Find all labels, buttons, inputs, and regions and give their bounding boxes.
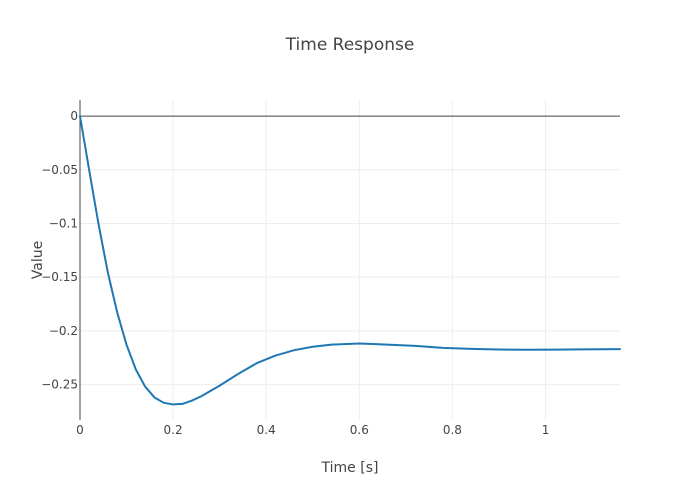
x-tick-label: 0.6	[350, 423, 369, 437]
y-axis-title: Value	[30, 241, 46, 279]
x-tick-label: 0.8	[443, 423, 462, 437]
x-tick-label: 0.4	[257, 423, 276, 437]
y-tick-label: −0.15	[41, 270, 78, 284]
x-tick-label: 1	[542, 423, 550, 437]
tick-labels: 0 0.2 0.4 0.6 0.8 1 0 −0.05 −0.1 −0.15 −0.2 −0.25	[41, 109, 549, 437]
y-tick-label: 0	[70, 109, 78, 123]
y-tick-label: −0.1	[49, 216, 78, 230]
chart-title: Time Response	[285, 35, 415, 55]
y-tick-label: −0.25	[41, 378, 78, 392]
x-tick-label: 0	[76, 423, 84, 437]
y-tick-label: −0.2	[49, 324, 78, 338]
axes	[79, 100, 620, 420]
gridlines	[80, 100, 620, 420]
x-axis-title: Time [s]	[321, 460, 379, 476]
x-tick-label: 0.2	[164, 423, 183, 437]
series-line	[79, 115, 621, 406]
series-layer	[79, 115, 621, 406]
y-tick-label: −0.05	[41, 163, 78, 177]
